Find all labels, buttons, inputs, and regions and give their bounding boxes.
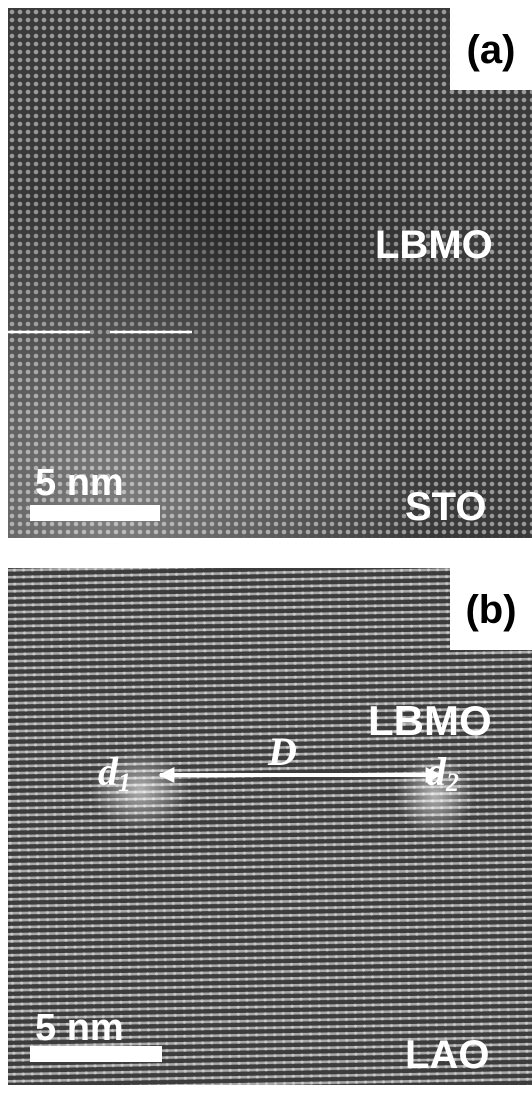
panel-label: (b): [465, 588, 516, 632]
panel-label: (a): [467, 28, 516, 72]
marker-base: d: [98, 749, 119, 794]
marker-label: D: [267, 729, 297, 774]
scale-bar: [30, 505, 160, 521]
scale-bar: [30, 1046, 162, 1062]
substrate-label: LAO: [405, 1033, 489, 1077]
panel-b: (b) LBMO d1 D d2 5 nm LAO: [8, 568, 532, 1085]
marker-subscript: 2: [445, 768, 459, 797]
film-label: LBMO: [368, 697, 492, 744]
marker-base: d: [426, 749, 447, 794]
scale-bar-label: 5 nm: [35, 1007, 124, 1049]
film-label: LBMO: [375, 223, 493, 267]
marker-subscript: 1: [118, 768, 131, 797]
substrate-label: STO: [405, 485, 487, 529]
panel-a: (a) LBMO 5 nm STO: [8, 8, 532, 538]
figure: (a) LBMO 5 nm STO (b) LBMO d1 D d2 5 nm …: [0, 0, 532, 1093]
scale-bar-label: 5 nm: [35, 462, 124, 504]
marker-base: D: [267, 729, 297, 774]
